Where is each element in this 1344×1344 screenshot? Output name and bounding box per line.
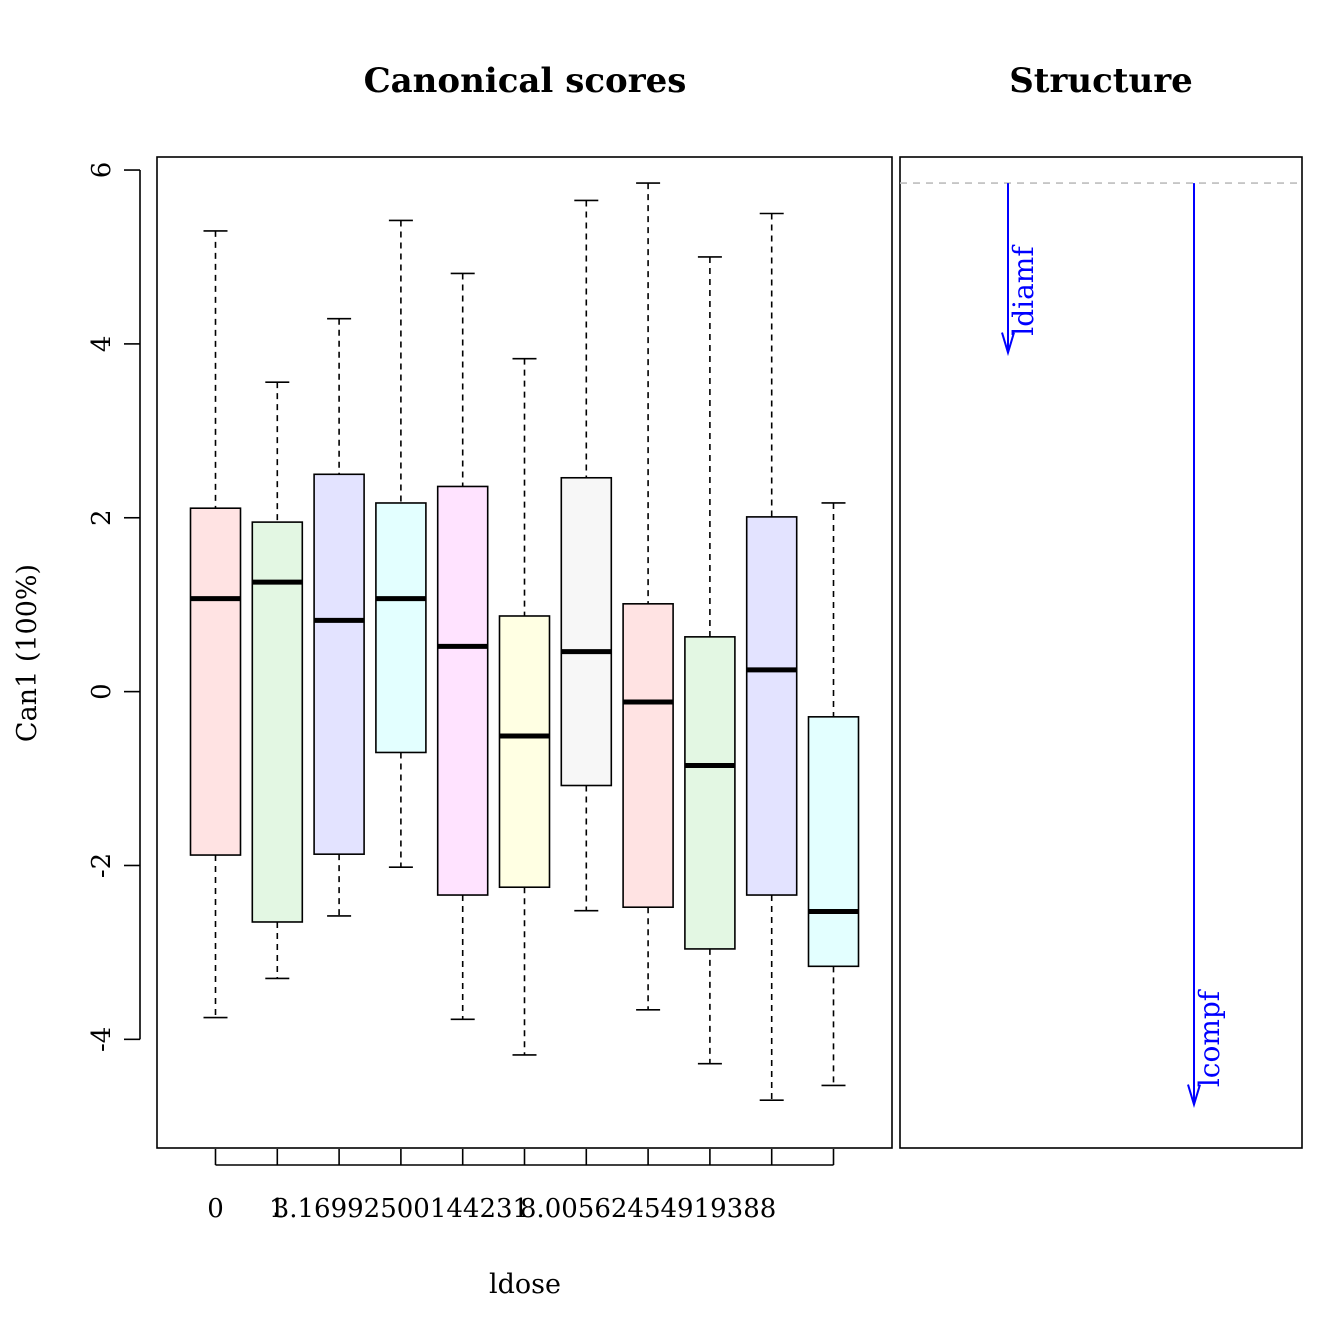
structure-vector-ldiamf: ldiamf: [1001, 183, 1040, 357]
y-tick-label: 4: [87, 336, 117, 353]
structure-group: ldiamf lcompf: [900, 182, 1302, 1109]
box-iqr: [684, 636, 736, 950]
box-iqr: [498, 615, 551, 889]
boxplot-box: [498, 357, 551, 1056]
boxplot-box: [622, 182, 674, 1011]
y-tick-label: -2: [87, 853, 117, 878]
structure-vector-lcompf: lcompf: [1187, 183, 1226, 1109]
boxplot-box: [189, 230, 242, 1019]
y-tick-label: -4: [87, 1027, 117, 1052]
boxplot-box: [375, 219, 427, 869]
boxplot-box: [313, 317, 365, 917]
x-tick-label: 8.00562454919388: [520, 1194, 776, 1224]
box-iqr: [745, 516, 798, 896]
box-iqr: [622, 603, 674, 909]
x-tick-label: 0: [207, 1194, 224, 1224]
box-iqr: [807, 716, 860, 968]
boxplot-box: [560, 199, 613, 912]
x-tick-label: 1: [269, 1194, 286, 1224]
box-iqr: [313, 473, 365, 855]
box-iqr: [375, 502, 427, 754]
y-tick-label: 2: [87, 509, 117, 526]
x-axis-title: ldose: [489, 1269, 561, 1300]
y-tick-label: 0: [87, 683, 117, 700]
box-iqr: [436, 485, 489, 896]
box-iqr: [189, 507, 242, 856]
vector-arrowhead: [1187, 1084, 1201, 1109]
vector-label: lcompf: [1193, 988, 1226, 1087]
x-tick-label: 3.16992500144231: [273, 1194, 529, 1224]
vector-label: ldiamf: [1007, 244, 1040, 336]
structure-title: Structure: [1009, 61, 1193, 101]
box-iqr: [251, 521, 304, 923]
box-iqr: [560, 476, 613, 787]
structure-plot-frame: [899, 156, 1303, 1149]
vector-arrowhead: [1001, 332, 1015, 357]
y-tick-label: 6: [87, 162, 117, 179]
boxplot-box: [807, 502, 860, 1087]
boxplot-box: [745, 212, 798, 1101]
y-axis-title: Can1 (100%): [12, 564, 43, 742]
boxplot-group: [189, 182, 860, 1101]
y-axis: -4 -2 0 2 4 6: [87, 162, 141, 1052]
boxplot-box: [684, 256, 736, 1065]
canonical-plot-frame: [156, 156, 893, 1149]
boxplot-box: [251, 381, 304, 980]
canonical-scores-title: Canonical scores: [364, 61, 687, 101]
boxplot-box: [436, 272, 489, 1021]
